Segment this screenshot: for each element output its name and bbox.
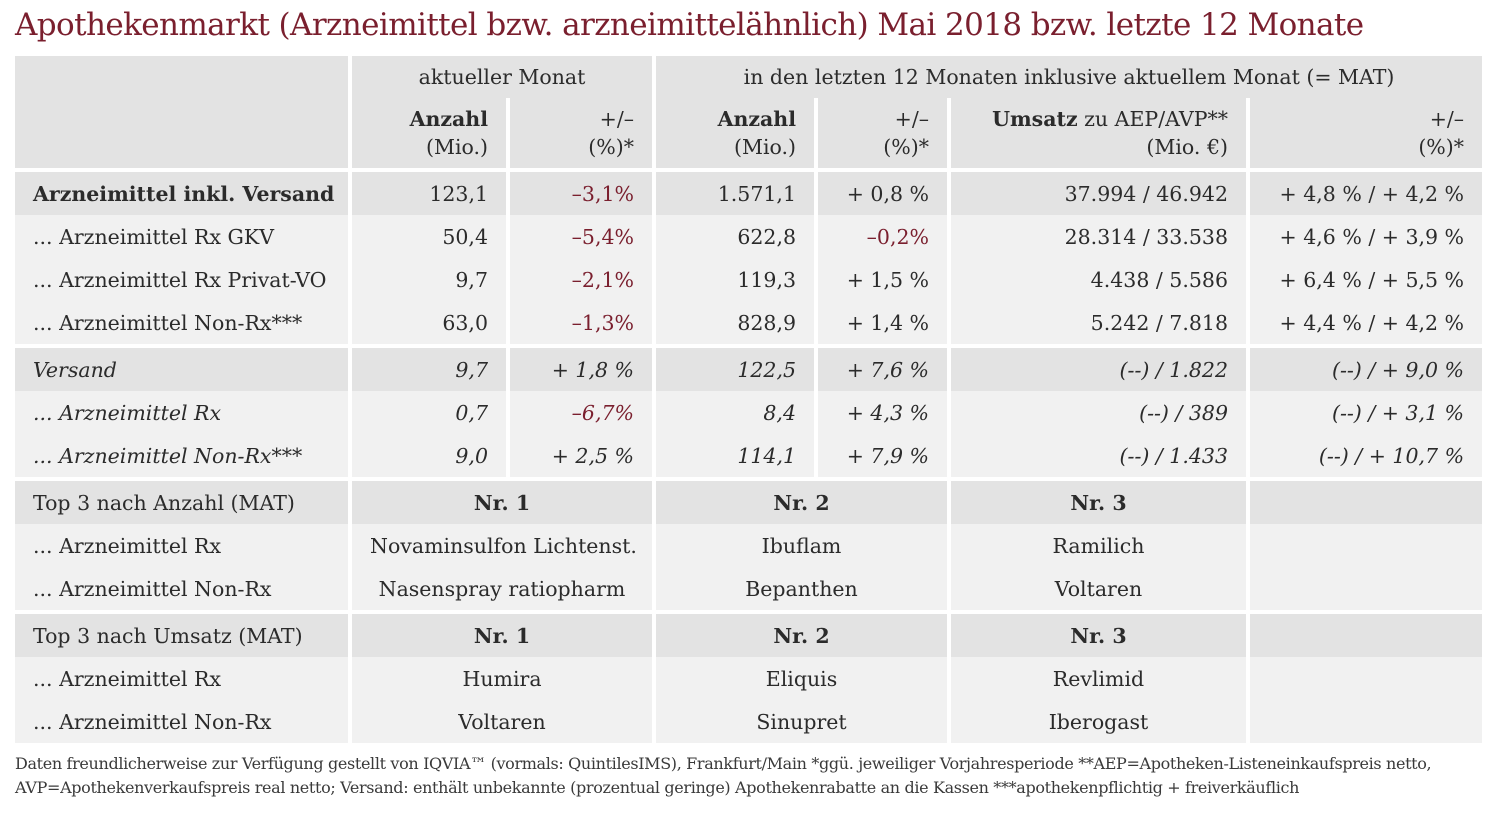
footnote-line-2: AVP=Apothekenverkaufspreis real netto; V…	[15, 778, 1300, 797]
table-row: ... Arzneimittel Non-Rx Nasenspray ratio…	[15, 567, 1483, 610]
header-anzahl-mat: Anzahl (Mio.)	[656, 98, 818, 168]
header-pm-umsatz: +/– (%)*	[1250, 98, 1483, 168]
table-row: ... Arzneimittel Non-Rx Voltaren Sinupre…	[15, 700, 1483, 743]
header-row-groups: aktueller Monat in den letzten 12 Monate…	[15, 56, 1483, 168]
header-umsatz: Umsatz zu AEP/AVP** (Mio. €)	[951, 98, 1250, 168]
empty-cell	[1250, 477, 1483, 524]
empty-cell	[1250, 567, 1483, 610]
top-anzahl-header-row: Top 3 nach Anzahl (MAT) Nr. 1 Nr. 2 Nr. …	[15, 477, 1483, 524]
page-title: Apothekenmarkt (Arzneimittel bzw. arznei…	[15, 7, 1364, 43]
empty-cell	[1250, 657, 1483, 700]
empty-cell	[1250, 610, 1483, 657]
table-row: ... Arzneimittel Non-Rx*** 63,0 –1,3% 82…	[15, 301, 1483, 344]
table-row: Versand 9,7 + 1,8 % 122,5 + 7,6 % (--) /…	[15, 344, 1483, 391]
empty-cell	[1250, 524, 1483, 567]
header-row-columns: Anzahl (Mio.) +/– (%)* Anzahl (Mio.) +/–…	[15, 98, 1483, 168]
top-umsatz-header-row: Top 3 nach Umsatz (MAT) Nr. 1 Nr. 2 Nr. …	[15, 610, 1483, 657]
table-row: ... Arzneimittel Non-Rx*** 9,0 + 2,5 % 1…	[15, 434, 1483, 477]
header-group-current-month: aktueller Monat	[352, 56, 656, 98]
table-row: ... Arzneimittel Rx Privat-VO 9,7 –2,1% …	[15, 258, 1483, 301]
header-empty-cell	[15, 56, 352, 168]
footnote: Daten freundlicherweise zur Verfügung ge…	[15, 752, 1485, 800]
header-pm-mat: +/– (%)*	[818, 98, 951, 168]
header-anzahl-month: Anzahl (Mio.)	[352, 98, 510, 168]
table-row: ... Arzneimittel Rx Humira Eliquis Revli…	[15, 657, 1483, 700]
table-row: ... Arzneimittel Rx 0,7 –6,7% 8,4 + 4,3 …	[15, 391, 1483, 434]
header-pm-month: +/– (%)*	[510, 98, 656, 168]
table-row: ... Arzneimittel Rx GKV 50,4 –5,4% 622,8…	[15, 215, 1483, 258]
empty-cell	[1250, 700, 1483, 743]
header-group-mat: in den letzten 12 Monaten inklusive aktu…	[656, 56, 1483, 98]
market-table: aktueller Monat in den letzten 12 Monate…	[15, 56, 1483, 743]
table-row: ... Arzneimittel Rx Novaminsulfon Lichte…	[15, 524, 1483, 567]
footnote-line-1: Daten freundlicherweise zur Verfügung ge…	[15, 754, 1432, 773]
table-row: Arzneimittel inkl. Versand 123,1 –3,1% 1…	[15, 168, 1483, 215]
